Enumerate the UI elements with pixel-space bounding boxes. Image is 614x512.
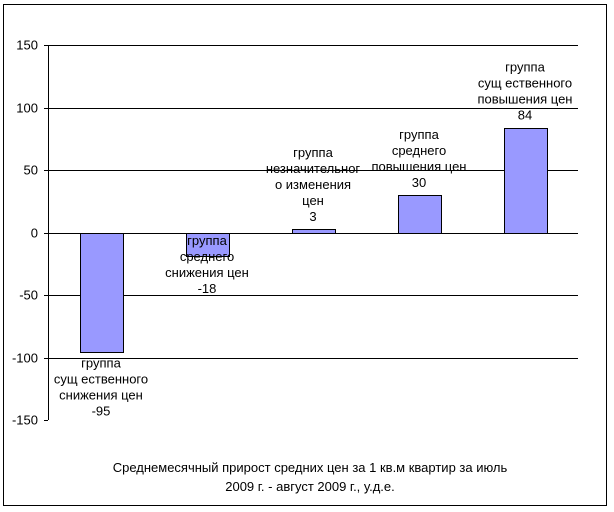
caption-line-2: 2009 г. - август 2009 г., у.д.е. bbox=[225, 479, 395, 494]
value-label-4: 84 bbox=[518, 108, 532, 123]
value-label-0: -95 bbox=[92, 403, 111, 418]
y-tick-label-5: 100 bbox=[16, 101, 38, 116]
chart-caption: Среднемесячный прирост средних цен за 1 … bbox=[20, 458, 600, 496]
value-label-3: 30 bbox=[412, 175, 426, 190]
category-label-2-line-3: цен bbox=[302, 193, 324, 208]
category-label-3-line-2: повышения цен bbox=[372, 159, 467, 174]
category-label-4-line-0: группа bbox=[505, 60, 545, 75]
category-label-2-line-0: группа bbox=[293, 145, 333, 160]
bar-2 bbox=[292, 229, 336, 234]
category-label-1-line-1: среднего bbox=[180, 249, 234, 264]
category-label-2-line-1: незначительног bbox=[266, 161, 361, 176]
bar-0 bbox=[80, 233, 124, 353]
caption-line-1: Среднемесячный прирост средних цен за 1 … bbox=[112, 460, 508, 475]
category-label-0-line-2: снижения цен bbox=[59, 387, 143, 402]
y-tick-label-1: -100 bbox=[12, 351, 38, 366]
y-tick-label-6: 150 bbox=[16, 38, 38, 53]
value-label-1: -18 bbox=[198, 281, 217, 296]
category-label-4-line-1: сущ ественного bbox=[478, 76, 572, 91]
category-label-1-line-0: группа bbox=[187, 233, 227, 248]
y-tick-label-4: 50 bbox=[24, 163, 38, 178]
category-label-4-line-2: повышения цен bbox=[478, 92, 573, 107]
bar-1 bbox=[186, 233, 230, 257]
y-tick-label-2: -50 bbox=[19, 288, 38, 303]
category-label-3-line-0: группа bbox=[399, 127, 439, 142]
category-label-2-line-2: о изменения bbox=[275, 177, 351, 192]
category-label-0-line-1: сущ ественного bbox=[54, 371, 148, 386]
category-label-3-line-1: среднего bbox=[392, 143, 446, 158]
bar-3 bbox=[398, 195, 442, 234]
y-tick-label-3: 0 bbox=[31, 226, 38, 241]
category-label-1-line-2: снижения цен bbox=[165, 265, 249, 280]
bar-4 bbox=[504, 128, 548, 234]
y-tick-label-0: -150 bbox=[12, 413, 38, 428]
value-label-2: 3 bbox=[309, 209, 316, 224]
category-label-0-line-0: группа bbox=[81, 355, 121, 370]
